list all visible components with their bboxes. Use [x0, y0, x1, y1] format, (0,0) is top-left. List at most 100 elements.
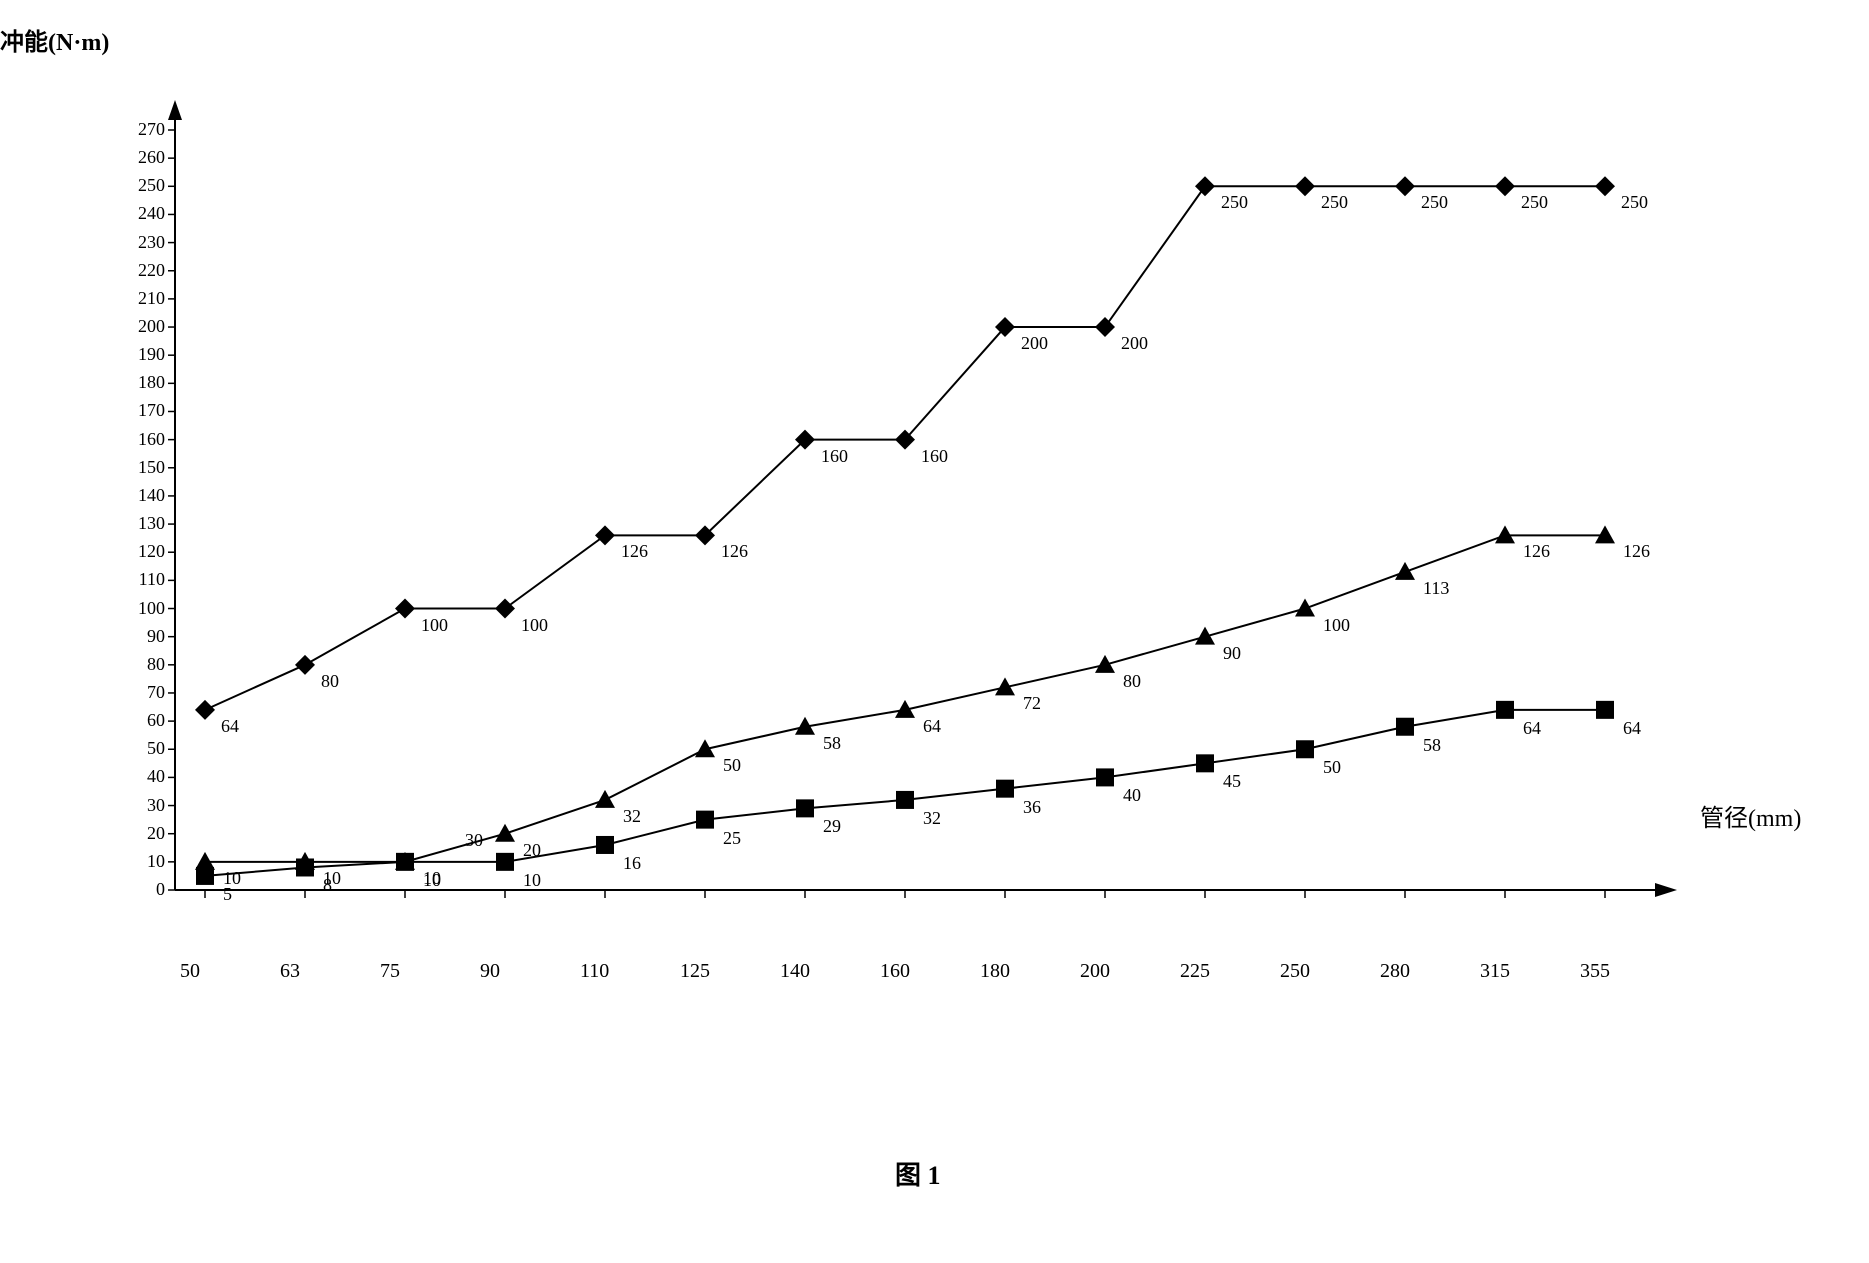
series-diamond-data-label: 80: [321, 671, 339, 692]
series-diamond-data-label: 250: [1321, 192, 1348, 213]
marker-square: [496, 853, 514, 871]
series-square-data-label: 16: [623, 853, 641, 874]
y-tick-label: 230: [120, 232, 165, 253]
y-tick-label: 220: [120, 260, 165, 281]
series-diamond-data-label: 126: [721, 541, 748, 562]
series-triangle-data-label: 50: [723, 755, 741, 776]
series-triangle-data-label: 80: [1123, 671, 1141, 692]
y-tick-label: 20: [120, 823, 165, 844]
series-diamond-data-label: 160: [921, 446, 948, 467]
marker-diamond: [1195, 176, 1215, 196]
series-triangle-data-label: 20: [523, 840, 541, 861]
marker-diamond: [495, 599, 515, 619]
marker-diamond: [595, 525, 615, 545]
y-tick-label: 10: [120, 851, 165, 872]
x-tick-label: 125: [680, 960, 710, 983]
x-tick-label: 75: [380, 960, 400, 983]
marker-diamond: [1295, 176, 1315, 196]
series-triangle-data-label: 64: [923, 716, 941, 737]
marker-square: [1396, 718, 1414, 736]
y-tick-label: 250: [120, 175, 165, 196]
y-tick-label: 30: [120, 795, 165, 816]
x-tick-label: 355: [1580, 960, 1610, 983]
marker-diamond: [1095, 317, 1115, 337]
marker-square: [1496, 701, 1514, 719]
series-triangle-data-label: 100: [1323, 615, 1350, 636]
y-tick-label: 40: [120, 766, 165, 787]
series-diamond-data-label: 100: [421, 615, 448, 636]
marker-square: [1296, 740, 1314, 758]
series-square-data-label: 8: [323, 875, 332, 896]
series-diamond-data-label: 126: [621, 541, 648, 562]
y-tick-label: 170: [120, 400, 165, 421]
x-tick-label: 63: [280, 960, 300, 983]
y-tick-label: 100: [120, 598, 165, 619]
x-tick-label: 250: [1280, 960, 1310, 983]
series-diamond-data-label: 250: [1221, 192, 1248, 213]
marker-diamond: [1495, 176, 1515, 196]
series-square-data-label: 29: [823, 816, 841, 837]
y-tick-label: 240: [120, 203, 165, 224]
series-triangle-data-label: 90: [1223, 643, 1241, 664]
series-square-data-label: 32: [923, 808, 941, 829]
series-diamond-data-label: 250: [1621, 192, 1648, 213]
marker-diamond: [1395, 176, 1415, 196]
series-square-data-label: 10: [523, 870, 541, 891]
x-axis-arrow: [1655, 883, 1677, 897]
marker-diamond: [1595, 176, 1615, 196]
marker-square: [1596, 701, 1614, 719]
series-diamond-data-label: 160: [821, 446, 848, 467]
y-tick-label: 60: [120, 710, 165, 731]
extra-label: 30: [465, 830, 483, 851]
y-tick-label: 180: [120, 372, 165, 393]
marker-square: [1196, 754, 1214, 772]
series-square-data-label: 45: [1223, 771, 1241, 792]
marker-triangle: [1395, 562, 1415, 580]
marker-triangle: [595, 790, 615, 808]
series-square-data-label: 64: [1523, 718, 1541, 739]
series-square-data-label: 36: [1023, 797, 1041, 818]
y-tick-label: 70: [120, 682, 165, 703]
x-tick-label: 200: [1080, 960, 1110, 983]
y-tick-label: 50: [120, 738, 165, 759]
x-tick-label: 50: [180, 960, 200, 983]
series-triangle-data-label: 58: [823, 733, 841, 754]
y-tick-label: 130: [120, 513, 165, 534]
x-tick-label: 315: [1480, 960, 1510, 983]
marker-diamond: [395, 599, 415, 619]
series-diamond-data-label: 250: [1521, 192, 1548, 213]
series-triangle-data-label: 113: [1423, 578, 1449, 599]
y-tick-label: 120: [120, 541, 165, 562]
series-diamond-data-label: 100: [521, 615, 548, 636]
series-triangle-data-label: 126: [1623, 541, 1650, 562]
series-triangle-data-label: 72: [1023, 693, 1041, 714]
marker-square: [696, 811, 714, 829]
series-square-data-label: 50: [1323, 757, 1341, 778]
series-square-data-label: 40: [1123, 785, 1141, 806]
y-tick-label: 80: [120, 654, 165, 675]
y-axis-label: 冲能(N·m): [0, 22, 109, 57]
y-tick-label: 90: [120, 626, 165, 647]
y-tick-label: 0: [120, 879, 165, 900]
series-diamond-data-label: 250: [1421, 192, 1448, 213]
x-tick-label: 225: [1180, 960, 1210, 983]
marker-square: [796, 799, 814, 817]
y-tick-label: 210: [120, 288, 165, 309]
marker-square: [296, 858, 314, 876]
y-tick-label: 270: [120, 119, 165, 140]
series-diamond-data-label: 64: [221, 716, 239, 737]
series-square-data-label: 64: [1623, 718, 1641, 739]
marker-square: [396, 853, 414, 871]
marker-triangle: [1295, 599, 1315, 617]
series-square-data-label: 25: [723, 828, 741, 849]
x-tick-label: 280: [1380, 960, 1410, 983]
marker-square: [896, 791, 914, 809]
marker-square: [196, 867, 214, 885]
x-tick-label: 140: [780, 960, 810, 983]
y-tick-label: 190: [120, 344, 165, 365]
marker-square: [596, 836, 614, 854]
series-triangle-data-label: 126: [1523, 541, 1550, 562]
x-axis-label: 管径(mm): [1700, 798, 1801, 833]
marker-square: [996, 780, 1014, 798]
series-square-data-label: 10: [423, 870, 441, 891]
